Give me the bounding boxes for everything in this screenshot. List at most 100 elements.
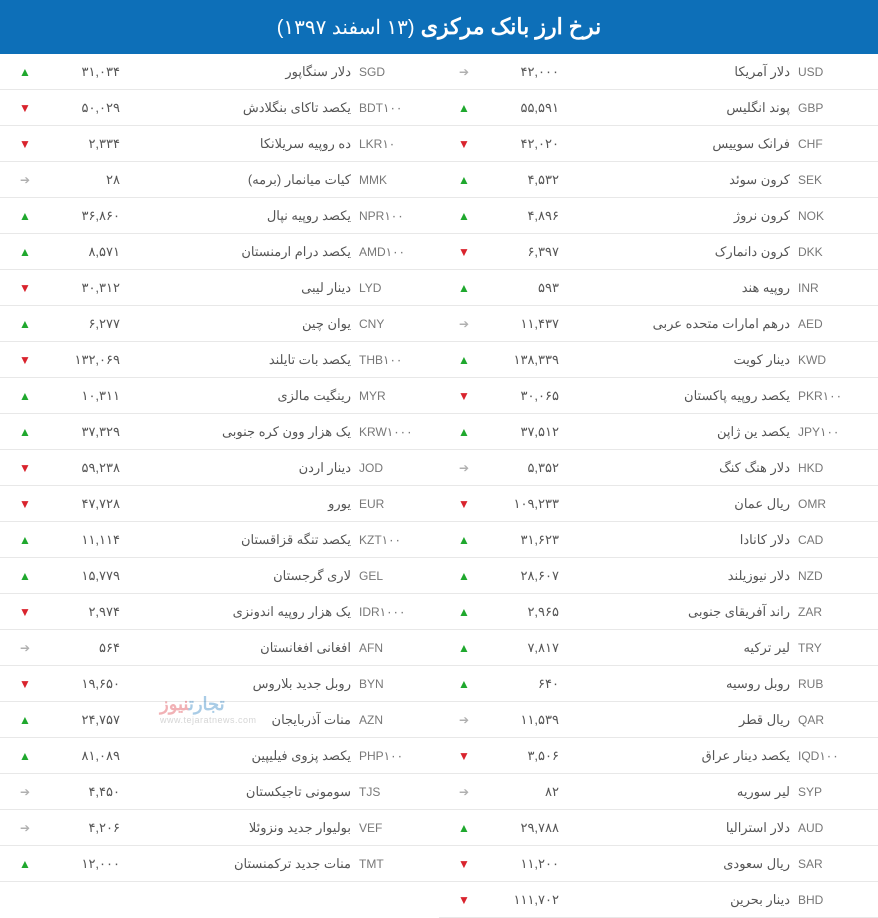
currency-code: KZT۱۰۰ bbox=[359, 533, 429, 547]
currency-code: NOK bbox=[798, 209, 868, 223]
currency-code: TJS bbox=[359, 785, 429, 799]
currency-name: یک هزار روپیه اندونزی bbox=[120, 604, 359, 620]
trend-up-icon: ▲ bbox=[10, 65, 40, 79]
trend-neutral-icon: ➔ bbox=[449, 461, 479, 475]
currency-name: رینگیت مالزی bbox=[120, 388, 359, 404]
currency-code: ZAR bbox=[798, 605, 868, 619]
currency-name: یکصد دینار عراق bbox=[559, 748, 798, 764]
currency-name: یکصد روپیه پاکستان bbox=[559, 388, 798, 404]
currency-value: ۱۱,۱۱۴ bbox=[40, 532, 120, 548]
rate-row: DKKکرون دانمارک۶,۳۹۷▼ bbox=[439, 234, 878, 270]
currency-value: ۲۹,۷۸۸ bbox=[479, 820, 559, 836]
currency-value: ۴,۸۹۶ bbox=[479, 208, 559, 224]
currency-code: LKR۱۰ bbox=[359, 137, 429, 151]
currency-code: PKR۱۰۰ bbox=[798, 389, 868, 403]
rate-row: GBPپوند انگلیس۵۵,۵۹۱▲ bbox=[439, 90, 878, 126]
rate-row: OMRریال عمان۱۰۹,۲۳۳▼ bbox=[439, 486, 878, 522]
currency-value: ۶,۲۷۷ bbox=[40, 316, 120, 332]
currency-code: RUB bbox=[798, 677, 868, 691]
trend-up-icon: ▲ bbox=[10, 425, 40, 439]
trend-up-icon: ▲ bbox=[449, 425, 479, 439]
currency-value: ۳۰,۰۶۵ bbox=[479, 388, 559, 404]
trend-up-icon: ▲ bbox=[449, 533, 479, 547]
currency-value: ۶,۳۹۷ bbox=[479, 244, 559, 260]
trend-up-icon: ▲ bbox=[10, 749, 40, 763]
currency-name: دلار کانادا bbox=[559, 532, 798, 548]
currency-value: ۱۰,۳۱۱ bbox=[40, 388, 120, 404]
trend-neutral-icon: ➔ bbox=[10, 173, 40, 187]
rate-row: HKDدلار هنگ کنگ۵,۳۵۲➔ bbox=[439, 450, 878, 486]
currency-name: کیات میانمار (برمه) bbox=[120, 172, 359, 188]
rate-row: TRYلیر ترکیه۷,۸۱۷▲ bbox=[439, 630, 878, 666]
rate-row: ZARراند آفریقای جنوبی۲,۹۶۵▲ bbox=[439, 594, 878, 630]
currency-name: یکصد درام ارمنستان bbox=[120, 244, 359, 260]
currency-name: روبل جدید بلاروس bbox=[120, 676, 359, 692]
rate-row: CNYیوان چین۶,۲۷۷▲ bbox=[0, 306, 439, 342]
currency-value: ۳۷,۳۲۹ bbox=[40, 424, 120, 440]
currency-name: فرانک سوییس bbox=[559, 136, 798, 152]
currency-value: ۵۵,۵۹۱ bbox=[479, 100, 559, 116]
rate-row: AFNافغانی افغانستان۵۶۴➔ bbox=[0, 630, 439, 666]
currency-code: IDR۱۰۰۰ bbox=[359, 605, 429, 619]
currency-value: ۱۱,۴۳۷ bbox=[479, 316, 559, 332]
currency-value: ۸۲ bbox=[479, 784, 559, 800]
currency-value: ۵۹۳ bbox=[479, 280, 559, 296]
currency-code: IQD۱۰۰ bbox=[798, 749, 868, 763]
currency-name: منات آذربایجان bbox=[120, 712, 359, 728]
trend-up-icon: ▲ bbox=[10, 389, 40, 403]
rates-column-left: SGDدلار سنگاپور۳۱,۰۳۴▲BDT۱۰۰یکصد تاکای ب… bbox=[0, 54, 439, 918]
currency-name: یکصد ین ژاپن bbox=[559, 424, 798, 440]
trend-down-icon: ▼ bbox=[449, 245, 479, 259]
trend-down-icon: ▼ bbox=[10, 281, 40, 295]
trend-up-icon: ▲ bbox=[449, 281, 479, 295]
rate-row: AEDدرهم امارات متحده عربی۱۱,۴۳۷➔ bbox=[439, 306, 878, 342]
trend-up-icon: ▲ bbox=[449, 353, 479, 367]
currency-name: افغانی افغانستان bbox=[120, 640, 359, 656]
currency-code: DKK bbox=[798, 245, 868, 259]
currency-code: SGD bbox=[359, 65, 429, 79]
currency-value: ۷,۸۱۷ bbox=[479, 640, 559, 656]
currency-name: دلار نیوزیلند bbox=[559, 568, 798, 584]
currency-name: دلار آمریکا bbox=[559, 64, 798, 80]
trend-up-icon: ▲ bbox=[10, 713, 40, 727]
trend-down-icon: ▼ bbox=[449, 857, 479, 871]
currency-name: سومونی تاجیکستان bbox=[120, 784, 359, 800]
trend-neutral-icon: ➔ bbox=[10, 785, 40, 799]
trend-down-icon: ▼ bbox=[10, 677, 40, 691]
currency-name: یکصد روپیه نپال bbox=[120, 208, 359, 224]
currency-name: منات جدید ترکمنستان bbox=[120, 856, 359, 872]
currency-code: OMR bbox=[798, 497, 868, 511]
currency-name: روپیه هند bbox=[559, 280, 798, 296]
currency-value: ۸۱,۰۸۹ bbox=[40, 748, 120, 764]
rate-row: CHFفرانک سوییس۴۲,۰۲۰▼ bbox=[439, 126, 878, 162]
rate-row: NPR۱۰۰یکصد روپیه نپال۳۶,۸۶۰▲ bbox=[0, 198, 439, 234]
currency-name: دینار کویت bbox=[559, 352, 798, 368]
currency-name: لیر ترکیه bbox=[559, 640, 798, 656]
currency-value: ۲,۹۷۴ bbox=[40, 604, 120, 620]
header-date: (۱۳ اسفند ۱۳۹۷) bbox=[277, 17, 415, 39]
currency-name: یکصد پزوی فیلیپین bbox=[120, 748, 359, 764]
currency-value: ۱۳۸,۳۳۹ bbox=[479, 352, 559, 368]
rate-row: USDدلار آمریکا۴۲,۰۰۰➔ bbox=[439, 54, 878, 90]
rate-row: KZT۱۰۰یکصد تنگه قزاقستان۱۱,۱۱۴▲ bbox=[0, 522, 439, 558]
currency-name: ریال قطر bbox=[559, 712, 798, 728]
currency-value: ۱۳۲,۰۶۹ bbox=[40, 352, 120, 368]
rate-row: KRW۱۰۰۰یک هزار وون کره جنوبی۳۷,۳۲۹▲ bbox=[0, 414, 439, 450]
currency-value: ۴,۴۵۰ bbox=[40, 784, 120, 800]
trend-up-icon: ▲ bbox=[10, 857, 40, 871]
currency-name: ده روپیه سریلانکا bbox=[120, 136, 359, 152]
currency-name: کرون دانمارک bbox=[559, 244, 798, 260]
trend-up-icon: ▲ bbox=[449, 677, 479, 691]
rate-row: MMKکیات میانمار (برمه)۲۸➔ bbox=[0, 162, 439, 198]
trend-neutral-icon: ➔ bbox=[449, 65, 479, 79]
trend-up-icon: ▲ bbox=[449, 569, 479, 583]
rate-row: SARریال سعودی۱۱,۲۰۰▼ bbox=[439, 846, 878, 882]
rate-row: LKR۱۰ده روپیه سریلانکا۲,۳۳۴▼ bbox=[0, 126, 439, 162]
currency-value: ۵۰,۰۲۹ bbox=[40, 100, 120, 116]
currency-name: یکصد بات تایلند bbox=[120, 352, 359, 368]
currency-code: BDT۱۰۰ bbox=[359, 101, 429, 115]
currency-value: ۱۱,۵۳۹ bbox=[479, 712, 559, 728]
currency-code: EUR bbox=[359, 497, 429, 511]
trend-down-icon: ▼ bbox=[10, 353, 40, 367]
rate-row: IQD۱۰۰یکصد دینار عراق۳,۵۰۶▼ bbox=[439, 738, 878, 774]
